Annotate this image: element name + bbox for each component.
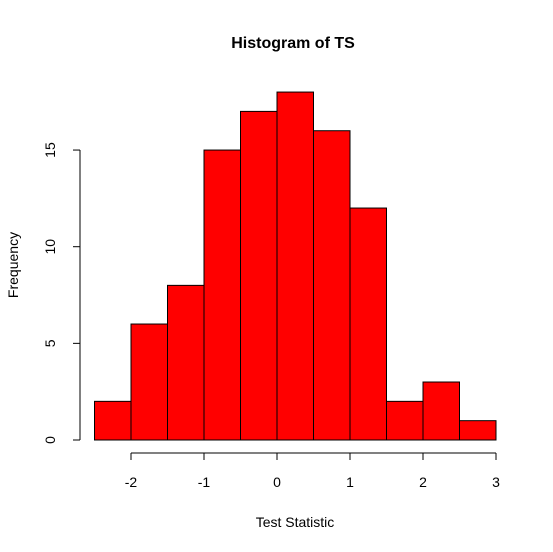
x-tick-label: 2 (419, 474, 427, 490)
x-axis: -2 -1 0 1 2 3 (125, 452, 500, 490)
x-tick-label: -1 (198, 474, 211, 490)
histogram-bar (276, 91, 314, 441)
x-tick-label: 3 (492, 474, 500, 490)
y-tick-label: 0 (42, 436, 58, 444)
chart-title: Histogram of TS (231, 35, 355, 52)
x-tick-label: 1 (346, 474, 354, 490)
histogram-bar (167, 284, 205, 441)
histogram-bar (422, 381, 460, 441)
bars-group (94, 91, 497, 441)
histogram-bar (313, 130, 351, 441)
histogram-bar (386, 400, 424, 441)
y-tick-label: 10 (42, 239, 58, 255)
y-tick-label: 15 (42, 142, 58, 158)
y-tick-label: 5 (42, 339, 58, 347)
y-axis: 0 5 10 15 (42, 142, 81, 444)
histogram-bar (203, 149, 241, 441)
histogram-bar (130, 323, 168, 441)
histogram-bar (349, 207, 387, 441)
histogram-bar (94, 400, 132, 441)
histogram-bar (240, 110, 278, 441)
y-axis-label: Frequency (5, 232, 21, 298)
histogram-bar (459, 420, 497, 441)
x-tick-label: 0 (273, 474, 281, 490)
x-tick-label: -2 (125, 474, 138, 490)
x-axis-label: Test Statistic (256, 514, 335, 530)
